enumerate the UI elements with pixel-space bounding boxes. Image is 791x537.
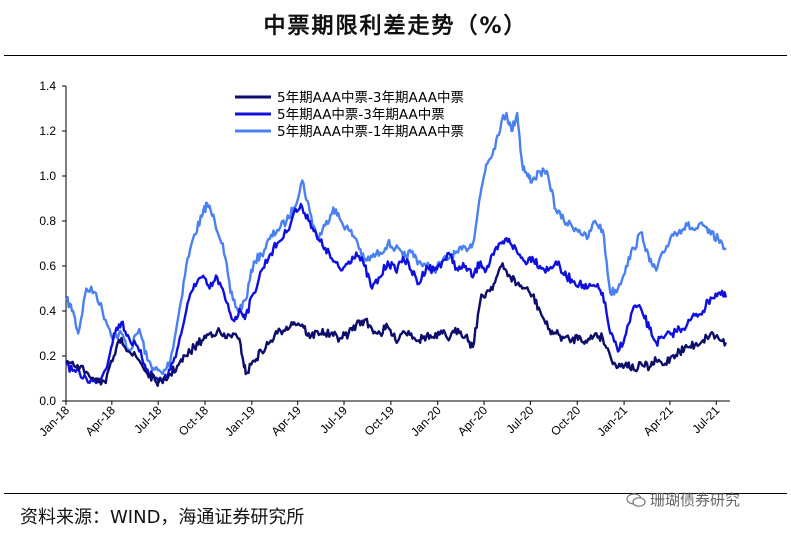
watermark-text: 珊瑚债券研究 bbox=[650, 491, 741, 509]
chart-legend: 5年期AAA中票-3年期AAA中票5年期AA中票-3年期AA中票5年期AAA中票… bbox=[235, 90, 464, 140]
legend-label-3: 5年期AAA中票-1年期AAA中票 bbox=[277, 124, 464, 140]
y-tick-label: 0.2 bbox=[39, 349, 56, 363]
x-tick-label: Apr-19 bbox=[268, 403, 304, 439]
x-tick-label: Apr-20 bbox=[455, 403, 491, 439]
x-tick-label: Jul-21 bbox=[689, 403, 722, 436]
y-tick-label: 0.4 bbox=[39, 304, 56, 318]
y-tick-label: 1.4 bbox=[39, 79, 56, 93]
series-line-1 bbox=[65, 262, 728, 387]
y-tick-label: 0.8 bbox=[39, 214, 56, 228]
chart-title: 中票期限利差走势（%） bbox=[263, 14, 528, 39]
chart-series bbox=[65, 111, 728, 387]
x-tick-label: Jul-19 bbox=[317, 403, 350, 436]
x-tick-label: Jan-20 bbox=[408, 403, 444, 439]
x-tick-label: Oct-19 bbox=[362, 403, 398, 439]
x-tick-label: Apr-18 bbox=[83, 403, 119, 439]
x-tick-label: Jul-20 bbox=[504, 403, 537, 436]
bottom-rule bbox=[4, 493, 787, 494]
x-tick-label: Jul-18 bbox=[131, 403, 164, 436]
series-line-2 bbox=[65, 202, 728, 385]
wechat-icon bbox=[626, 492, 646, 507]
line-chart: 0.0 0.2 0.4 0.6 0.8 1.0 1.2 1.4 Jan-18 Apr-18 Jul-… bbox=[36, 79, 730, 439]
x-tick-label: Oct-20 bbox=[548, 403, 584, 439]
y-tick-label: 1.0 bbox=[39, 169, 56, 183]
x-tick-label: Jan-21 bbox=[594, 403, 630, 439]
x-tick-label: Apr-21 bbox=[641, 403, 677, 439]
watermark: 珊瑚债券研究 bbox=[626, 489, 740, 510]
top-rule bbox=[4, 55, 787, 56]
x-tick-label: Oct-18 bbox=[176, 403, 212, 439]
y-tick-label: 0.6 bbox=[39, 259, 56, 273]
legend-label-1: 5年期AAA中票-3年期AAA中票 bbox=[277, 90, 464, 106]
x-tick-label: Jan-18 bbox=[36, 403, 72, 439]
source-note: 资料来源：WIND，海通证券研究所 bbox=[20, 507, 305, 528]
legend-label-2: 5年期AA中票-3年期AA中票 bbox=[277, 107, 445, 123]
y-tick-label: 0.0 bbox=[39, 394, 56, 408]
x-tick-label: Jan-19 bbox=[222, 403, 258, 439]
y-tick-label: 1.2 bbox=[39, 124, 56, 138]
series-line-3 bbox=[65, 111, 727, 376]
